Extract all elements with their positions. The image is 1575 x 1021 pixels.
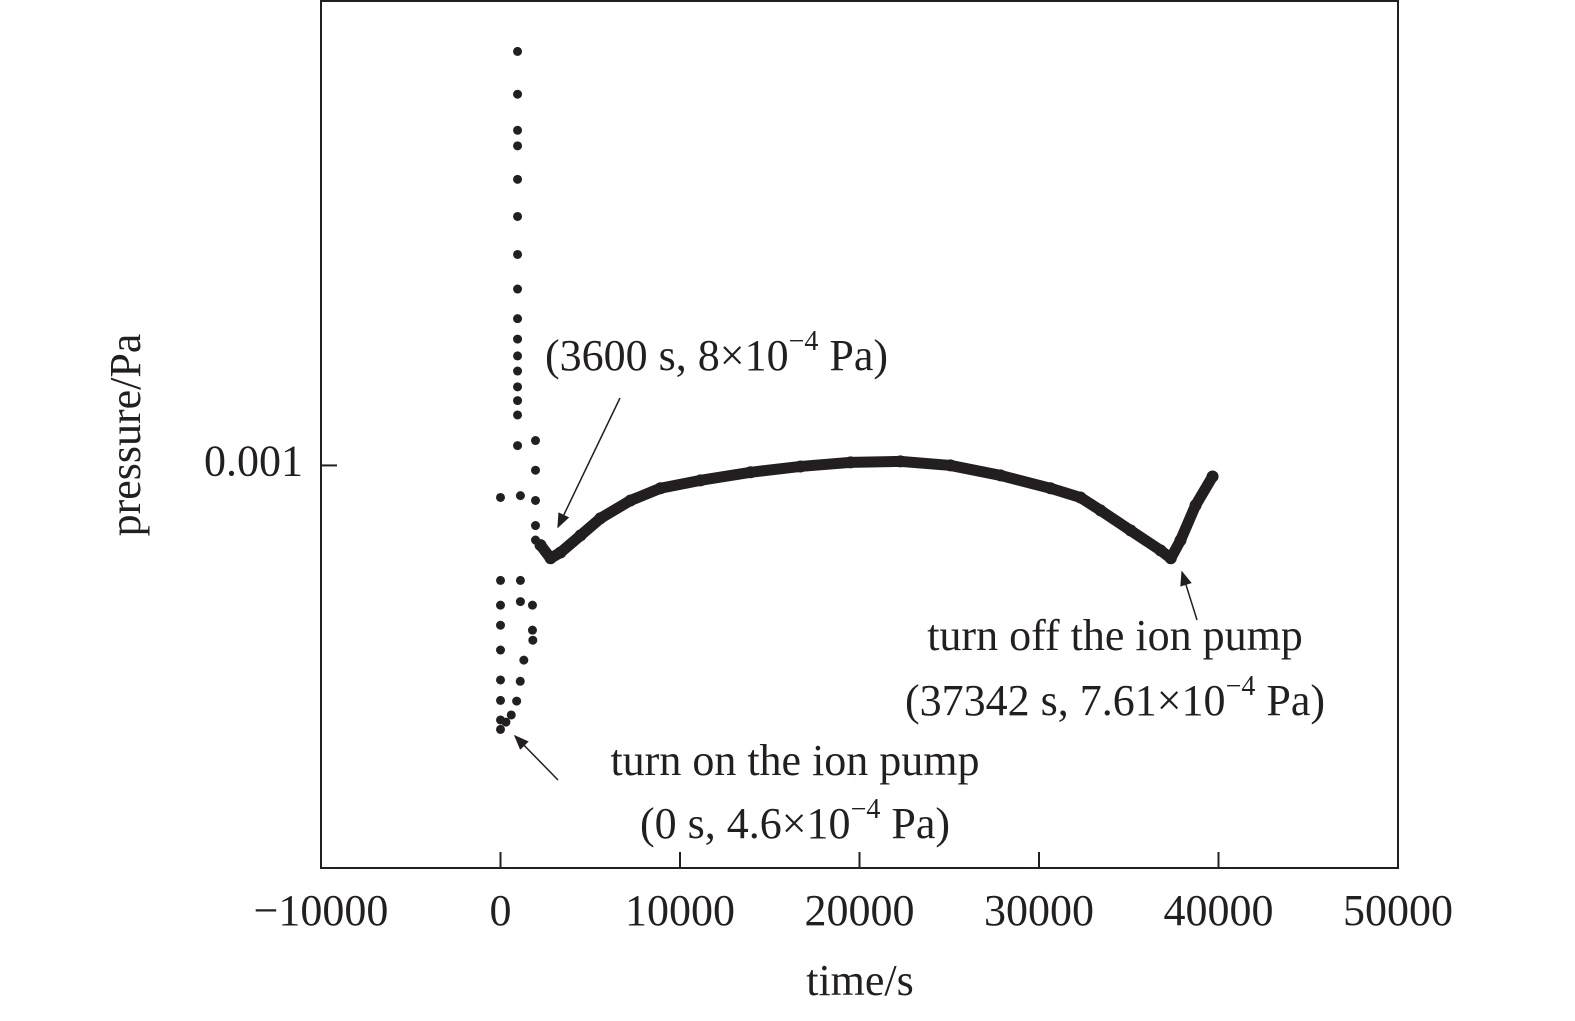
annotation: (37342 s, 7.61×10−4 Pa)	[905, 671, 1325, 725]
x-tick-label: 20000	[805, 886, 915, 935]
point	[544, 552, 557, 565]
x-tick-label: 50000	[1343, 886, 1453, 935]
point	[496, 645, 505, 655]
point	[496, 724, 505, 734]
point	[501, 717, 511, 727]
point	[531, 436, 541, 446]
point	[1154, 544, 1167, 557]
point	[531, 521, 541, 531]
point	[1044, 482, 1057, 495]
point	[531, 465, 541, 475]
point	[513, 141, 523, 151]
point	[994, 469, 1007, 482]
point	[944, 459, 957, 472]
annotation-sup: −4	[1226, 671, 1256, 702]
point	[1206, 470, 1219, 483]
point	[624, 494, 637, 507]
point	[531, 495, 541, 505]
annotation-sup: −4	[789, 326, 819, 357]
point	[1094, 504, 1107, 517]
point	[513, 125, 523, 135]
point	[744, 466, 757, 479]
point	[694, 474, 707, 487]
point	[594, 512, 607, 525]
point	[496, 675, 505, 685]
point	[844, 456, 857, 469]
annotation-text: (37342 s, 7.61×10	[905, 676, 1226, 725]
point	[512, 696, 522, 706]
x-axis-label: time/s	[806, 956, 914, 1005]
point	[794, 460, 807, 473]
point	[527, 600, 537, 610]
annotation: (3600 s, 8×10−4 Pa)	[545, 326, 888, 380]
x-tick-label: 10000	[625, 886, 735, 935]
point	[513, 441, 523, 451]
point	[574, 529, 587, 542]
y-tick-label: 0.001	[204, 437, 303, 486]
point	[1124, 524, 1137, 537]
point	[519, 655, 529, 665]
point	[515, 676, 525, 686]
point	[554, 546, 567, 559]
point	[513, 174, 523, 184]
point	[1164, 552, 1177, 565]
point	[515, 597, 525, 607]
point	[515, 575, 525, 585]
point	[496, 695, 505, 705]
point	[515, 491, 525, 501]
x-tick-label: 0	[490, 886, 512, 935]
point	[513, 351, 523, 361]
point	[513, 46, 523, 56]
annotation: turn on the ion pump	[610, 736, 979, 785]
point	[506, 710, 516, 720]
point	[496, 492, 505, 502]
annotation-text: turn on the ion pump	[610, 736, 979, 785]
point	[513, 314, 523, 324]
point	[513, 410, 523, 420]
point	[1074, 491, 1087, 504]
point	[527, 625, 537, 635]
annotation-text: (0 s, 4.6×10	[640, 799, 851, 848]
point	[513, 249, 523, 259]
point	[528, 635, 538, 645]
annotation: (0 s, 4.6×10−4 Pa)	[640, 794, 950, 848]
point	[534, 539, 547, 552]
x-tick-label: 40000	[1164, 886, 1274, 935]
point	[894, 455, 907, 468]
point	[1189, 499, 1202, 512]
arrow	[557, 397, 621, 529]
point	[654, 482, 667, 495]
point	[496, 600, 505, 610]
annotation: turn off the ion pump	[927, 611, 1303, 660]
annotation-text: Pa)	[880, 799, 950, 848]
x-tick-label: −10000	[254, 886, 389, 935]
point	[496, 620, 505, 630]
point	[496, 575, 505, 585]
annotation-text: Pa)	[1255, 676, 1325, 725]
annotation-text: turn off the ion pump	[927, 611, 1303, 660]
point	[513, 89, 523, 99]
point	[1174, 534, 1187, 547]
arrow	[1180, 570, 1198, 621]
point	[513, 382, 523, 392]
point	[513, 396, 523, 406]
point	[513, 211, 523, 221]
annotation-text: Pa)	[818, 331, 888, 380]
y-axis-label: pressure/Pa	[101, 334, 150, 537]
curve	[535, 455, 1219, 564]
point	[513, 366, 523, 376]
x-tick-label: 30000	[984, 886, 1094, 935]
annotation-sup: −4	[851, 794, 881, 825]
point	[513, 284, 523, 294]
arrow	[513, 734, 559, 781]
annotation-text: (3600 s, 8×10	[545, 331, 789, 380]
point	[513, 334, 523, 344]
